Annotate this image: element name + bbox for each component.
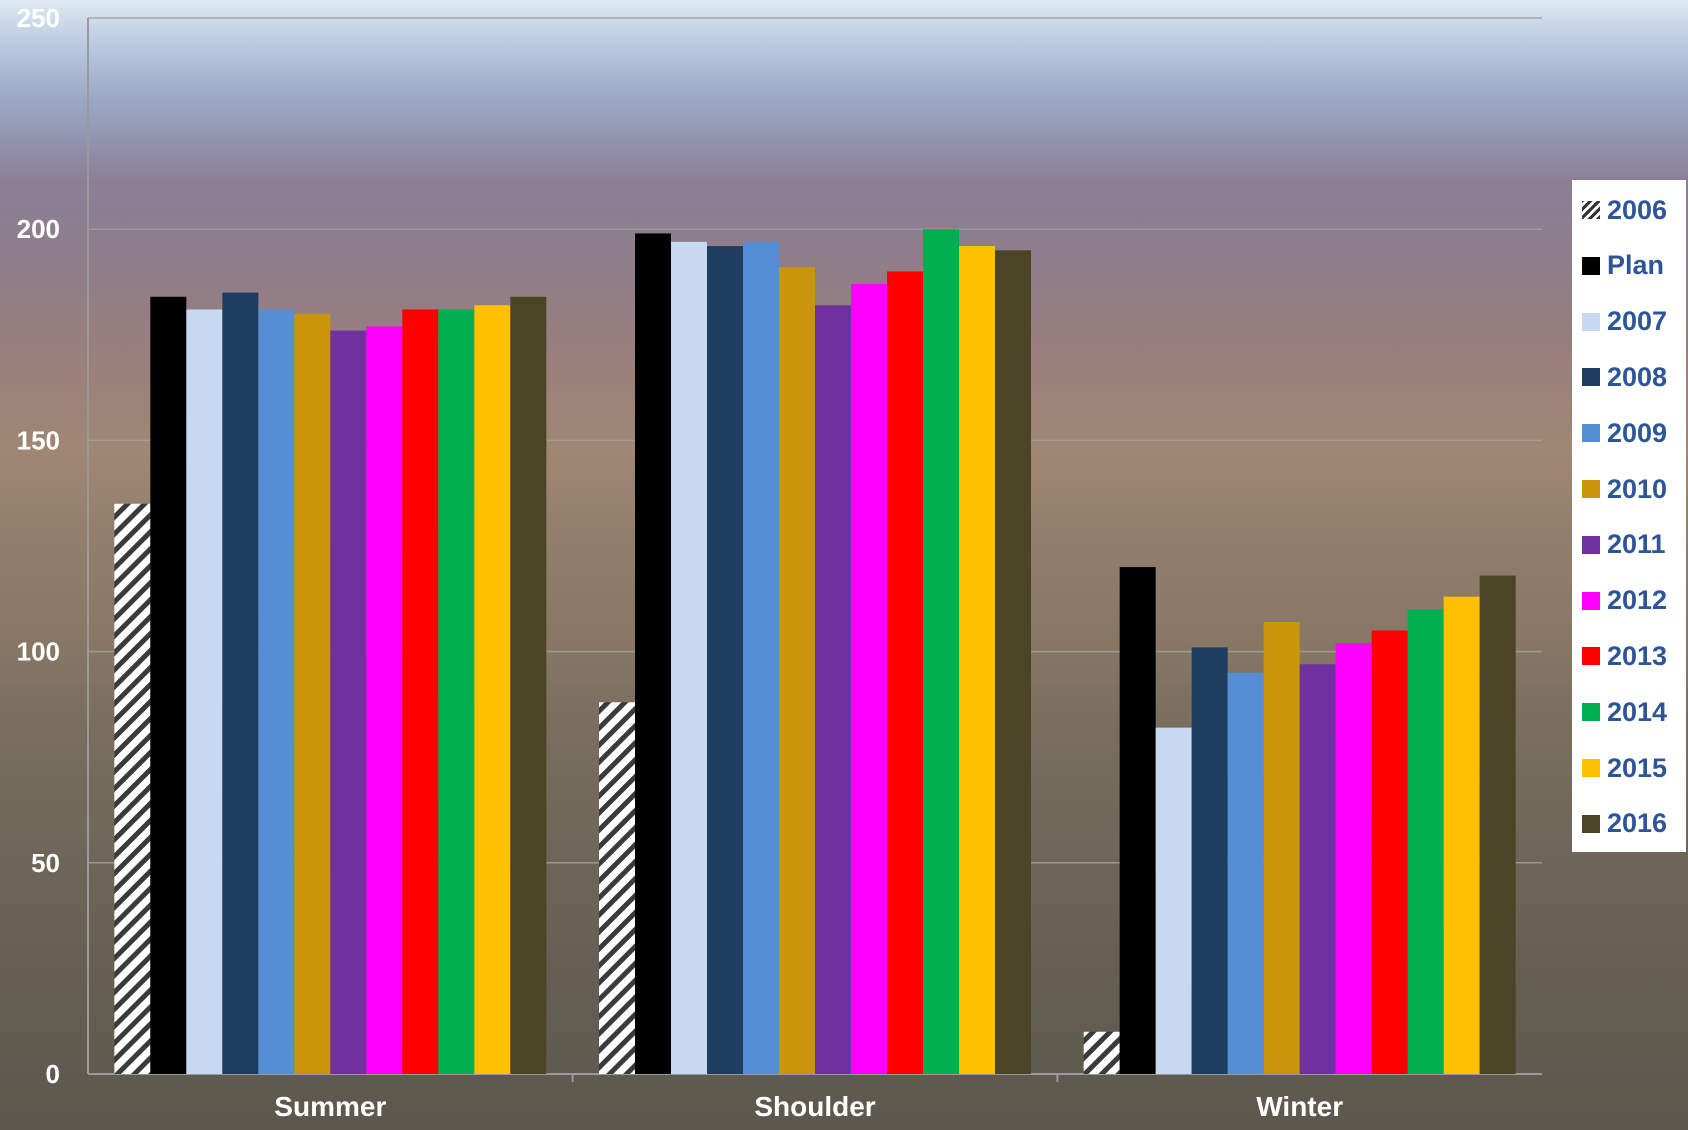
- legend-item-2008: 2008: [1582, 357, 1667, 397]
- legend-swatch: [1582, 535, 1600, 554]
- legend-label: 2007: [1607, 306, 1668, 337]
- bar-2009-shoulder: [743, 241, 779, 1074]
- legend-swatch: [1582, 703, 1600, 722]
- legend-item-2010: 2010: [1582, 469, 1667, 509]
- legend: 2006 Plan 2007 2008 2009 2010 2011 2012 2013 2014…: [1572, 180, 1686, 852]
- bar-2010-winter: [1263, 622, 1300, 1074]
- legend-label: 2015: [1607, 752, 1668, 783]
- legend-item-2013: 2013: [1582, 636, 1667, 676]
- bar-2015-summer: [474, 305, 511, 1074]
- legend-swatch: [1582, 814, 1600, 833]
- bar-2008-winter: [1191, 647, 1228, 1074]
- legend-item-2015: 2015: [1582, 748, 1667, 788]
- legend-label: 2014: [1607, 696, 1668, 727]
- legend-swatch: [1582, 256, 1600, 275]
- legend-item-2006: 2006: [1582, 190, 1667, 230]
- y-tick-label: 150: [17, 425, 60, 455]
- bar-2012-summer: [366, 326, 403, 1074]
- bar-plan-winter: [1119, 567, 1156, 1074]
- bar-2007-summer: [186, 309, 223, 1074]
- bar-2013-shoulder: [887, 271, 923, 1074]
- legend-item-2011: 2011: [1582, 525, 1666, 565]
- bar-2008-summer: [222, 292, 259, 1074]
- legend-item-2014: 2014: [1582, 692, 1667, 732]
- bar-2013-summer: [402, 309, 439, 1074]
- y-tick-label: 0: [46, 1059, 60, 1089]
- legend-label: 2009: [1607, 417, 1668, 448]
- bar-2011-winter: [1299, 664, 1336, 1074]
- y-tick-label: 250: [17, 3, 60, 33]
- legend-item-2007: 2007: [1582, 302, 1667, 342]
- legend-item-2012: 2012: [1582, 581, 1667, 621]
- bar-2009-winter: [1227, 672, 1264, 1074]
- bar-2008-shoulder: [707, 246, 743, 1074]
- legend-swatch: [1582, 201, 1600, 219]
- legend-item-2009: 2009: [1582, 413, 1667, 453]
- y-tick-label: 100: [17, 637, 60, 667]
- legend-label: 2013: [1607, 640, 1668, 671]
- bars: [114, 229, 1516, 1074]
- bar-2016-shoulder: [995, 250, 1031, 1074]
- bar-2012-shoulder: [851, 284, 887, 1074]
- x-category-label: Summer: [274, 1091, 386, 1122]
- legend-label: Plan: [1607, 250, 1665, 281]
- legend-swatch: [1582, 312, 1600, 331]
- bar-2006-winter: [1083, 1031, 1120, 1074]
- bar-2012-winter: [1335, 643, 1372, 1074]
- legend-item-plan: Plan: [1582, 246, 1664, 286]
- bar-plan-summer: [150, 296, 187, 1074]
- y-tick-label: 200: [17, 214, 60, 244]
- bar-2013-winter: [1371, 630, 1408, 1074]
- bar-2009-summer: [258, 309, 295, 1074]
- bar-2006-summer: [114, 503, 151, 1074]
- legend-swatch: [1582, 647, 1600, 666]
- legend-label: 2011: [1607, 529, 1666, 560]
- legend-swatch: [1582, 480, 1600, 498]
- legend-swatch: [1582, 368, 1600, 387]
- axis-labels: 0 50 100 150 200 250 Summer Shoulder Winter: [17, 3, 1344, 1122]
- legend-swatch: [1582, 591, 1600, 610]
- bar-plan-shoulder: [635, 233, 671, 1074]
- bar-2007-shoulder: [671, 241, 707, 1074]
- bar-2007-winter: [1155, 727, 1192, 1074]
- legend-swatch: [1582, 424, 1600, 443]
- bar-2016-summer: [510, 296, 547, 1074]
- bar-2006-shoulder: [599, 702, 635, 1074]
- bar-2016-winter: [1479, 575, 1516, 1074]
- legend-label: 2010: [1607, 473, 1668, 504]
- bar-2011-shoulder: [815, 305, 851, 1074]
- bar-2014-shoulder: [923, 229, 959, 1074]
- x-category-label: Shoulder: [754, 1091, 875, 1122]
- x-category-label: Winter: [1256, 1091, 1343, 1122]
- bar-2014-winter: [1407, 609, 1444, 1074]
- legend-label: 2016: [1607, 808, 1668, 839]
- legend-item-2016: 2016: [1582, 804, 1667, 844]
- bar-2011-summer: [330, 330, 367, 1074]
- legend-label: 2008: [1607, 361, 1668, 392]
- bar-2010-shoulder: [779, 267, 815, 1074]
- bar-2010-summer: [294, 313, 331, 1074]
- bar-2014-summer: [438, 309, 475, 1074]
- bar-2015-winter: [1443, 596, 1480, 1074]
- bar-2015-shoulder: [959, 246, 995, 1074]
- legend-label: 2006: [1607, 194, 1668, 225]
- legend-swatch: [1582, 759, 1600, 777]
- legend-label: 2012: [1607, 585, 1668, 616]
- y-tick-label: 50: [31, 848, 60, 878]
